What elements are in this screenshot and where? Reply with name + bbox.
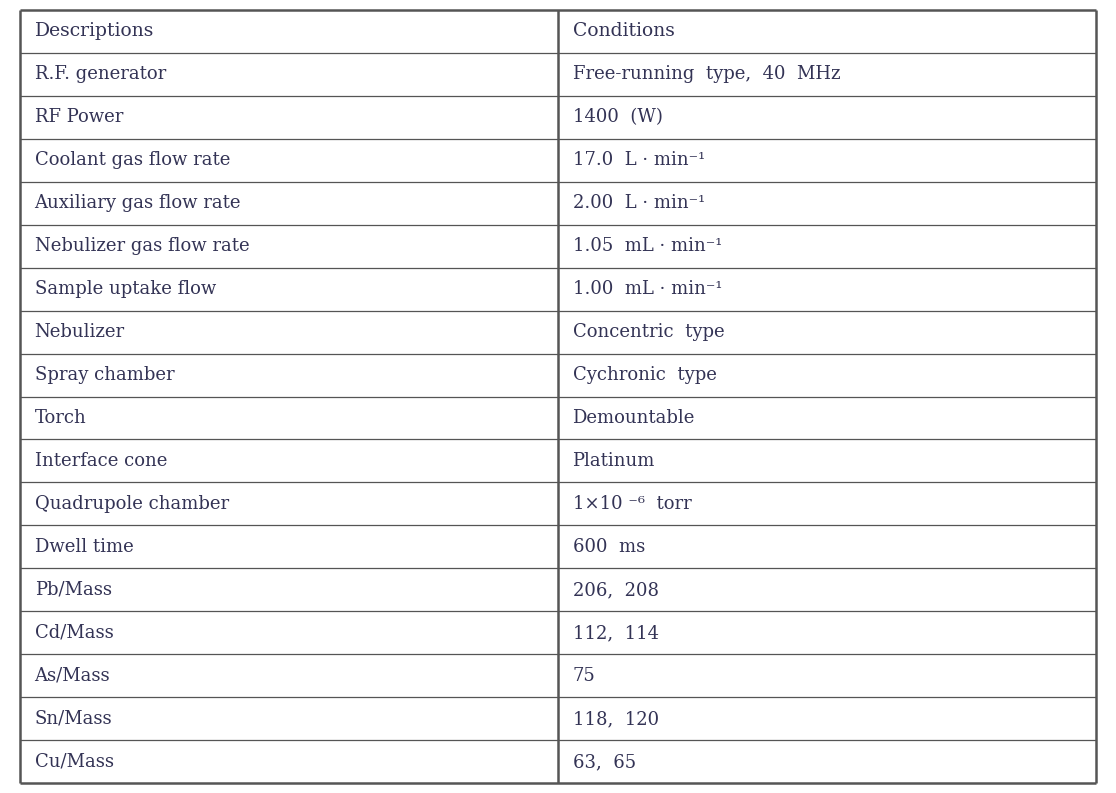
Text: 1.05  mL · min⁻¹: 1.05 mL · min⁻¹ [573, 237, 722, 255]
Text: Cu/Mass: Cu/Mass [35, 753, 114, 771]
Text: Coolant gas flow rate: Coolant gas flow rate [35, 151, 230, 169]
Text: Interface cone: Interface cone [35, 452, 167, 470]
Text: 112,  114: 112, 114 [573, 624, 658, 642]
Text: R.F. generator: R.F. generator [35, 65, 166, 83]
Text: 75: 75 [573, 667, 595, 685]
Text: Quadrupole chamber: Quadrupole chamber [35, 495, 229, 513]
Text: Sn/Mass: Sn/Mass [35, 710, 113, 728]
Text: 2.00  L · min⁻¹: 2.00 L · min⁻¹ [573, 194, 705, 212]
Text: Sample uptake flow: Sample uptake flow [35, 280, 215, 298]
Text: As/Mass: As/Mass [35, 667, 110, 685]
Text: Demountable: Demountable [573, 409, 695, 427]
Text: Concentric  type: Concentric type [573, 323, 724, 341]
Text: Free-running  type,  40  MHz: Free-running type, 40 MHz [573, 65, 840, 83]
Text: 118,  120: 118, 120 [573, 710, 658, 728]
Text: 63,  65: 63, 65 [573, 753, 636, 771]
Text: Torch: Torch [35, 409, 86, 427]
Text: 1400  (W): 1400 (W) [573, 108, 663, 126]
Text: 206,  208: 206, 208 [573, 581, 658, 599]
Text: Conditions: Conditions [573, 22, 674, 40]
Text: Auxiliary gas flow rate: Auxiliary gas flow rate [35, 194, 241, 212]
Text: Cd/Mass: Cd/Mass [35, 624, 114, 642]
Text: 1×10 ⁻⁶  torr: 1×10 ⁻⁶ torr [573, 495, 691, 513]
Text: Cychronic  type: Cychronic type [573, 366, 716, 384]
Text: Dwell time: Dwell time [35, 538, 133, 556]
Text: 600  ms: 600 ms [573, 538, 645, 556]
Text: Descriptions: Descriptions [35, 22, 154, 40]
Text: RF Power: RF Power [35, 108, 123, 126]
Text: Nebulizer: Nebulizer [35, 323, 125, 341]
Text: Platinum: Platinum [573, 452, 655, 470]
Text: Pb/Mass: Pb/Mass [35, 581, 112, 599]
Text: 1.00  mL · min⁻¹: 1.00 mL · min⁻¹ [573, 280, 722, 298]
Text: 17.0  L · min⁻¹: 17.0 L · min⁻¹ [573, 151, 705, 169]
Text: Spray chamber: Spray chamber [35, 366, 174, 384]
Text: Nebulizer gas flow rate: Nebulizer gas flow rate [35, 237, 249, 255]
